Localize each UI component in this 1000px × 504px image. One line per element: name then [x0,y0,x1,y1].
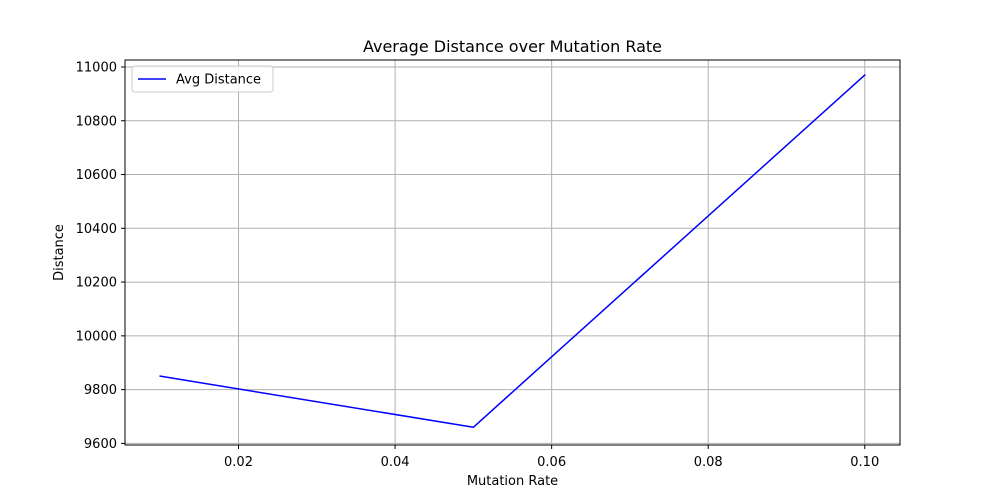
x-tick-label: 0.08 [694,455,723,470]
y-tick-label: 11000 [76,60,117,75]
y-tick-label: 10600 [76,168,117,183]
plot-area-background [125,60,900,445]
y-tick-label: 9800 [84,383,117,398]
axis-ticks: 0.02 0.04 0.06 0.08 0.10 9600 9800 10000 10200 10… [76,60,880,470]
series-line-avg-distance [159,74,866,429]
chart-title: Average Distance over Mutation Rate [363,37,662,56]
legend-label-avg-distance: Avg Distance [176,73,261,88]
y-axis-label: Distance [52,224,67,281]
x-tick-label: 0.10 [850,455,879,470]
x-tick-label: 0.02 [224,455,253,470]
legend: Avg Distance [131,65,274,93]
y-tick-label: 10000 [76,329,117,344]
x-tick-label: 0.06 [537,455,566,470]
y-tick-label: 10200 [76,276,117,291]
y-tick-label: 10800 [76,114,117,129]
series-layer [159,74,866,429]
grid-lines [125,60,900,445]
x-tick-label: 0.04 [381,455,410,470]
x-axis-label: Mutation Rate [467,474,558,489]
y-tick-label: 10400 [76,222,117,237]
y-tick-label: 9600 [84,437,117,452]
plot-frame [124,59,901,446]
legend-box [131,65,274,93]
